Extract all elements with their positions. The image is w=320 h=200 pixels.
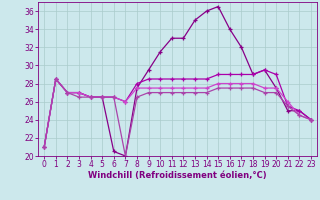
X-axis label: Windchill (Refroidissement éolien,°C): Windchill (Refroidissement éolien,°C) [88, 171, 267, 180]
